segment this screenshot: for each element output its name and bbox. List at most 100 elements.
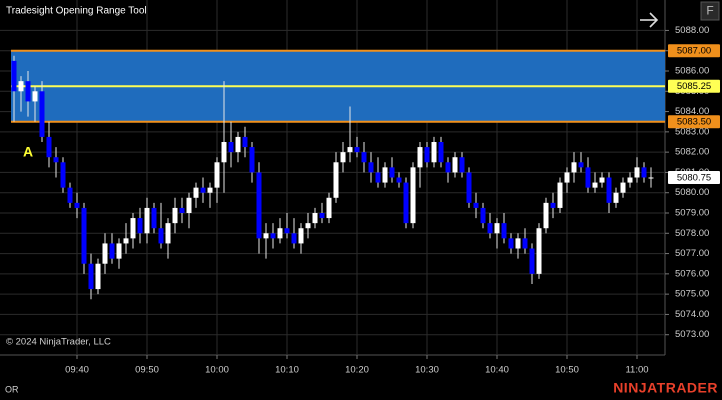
candle-body: [536, 228, 542, 274]
candle-body: [277, 228, 283, 239]
candle-body: [501, 223, 507, 239]
candle-body: [452, 157, 458, 173]
candle-body: [172, 207, 178, 224]
y-tick-label: 5075.00: [675, 289, 709, 300]
x-tick-label: 11:00: [625, 365, 648, 376]
candle-body: [459, 157, 465, 173]
candle-body: [130, 218, 136, 239]
candle-body: [354, 147, 360, 153]
candle-body: [74, 202, 80, 208]
candle-body: [109, 243, 115, 259]
y-tick-label: 5079.00: [675, 208, 709, 219]
candle-body: [123, 238, 129, 244]
candle-body: [494, 223, 500, 234]
candle-body: [67, 187, 73, 203]
last-price-flag-label: 5080.75: [677, 173, 711, 184]
annotation: A: [23, 143, 33, 159]
candle-body: [256, 172, 262, 239]
f-button[interactable]: F: [700, 1, 720, 21]
candle-body: [641, 167, 647, 178]
candle-body: [333, 162, 339, 198]
y-tick-label: 5084.00: [675, 106, 709, 117]
candle-body: [116, 243, 122, 259]
y-tick-label: 5086.00: [675, 66, 709, 77]
candle-body: [529, 248, 535, 274]
y-tick-label: 5082.00: [675, 147, 709, 158]
candle-body: [60, 162, 66, 188]
candle-body: [438, 142, 444, 163]
candle-body: [634, 167, 640, 178]
candle-body: [291, 233, 297, 244]
candle-body: [627, 177, 633, 183]
candle-body: [368, 162, 374, 173]
candle-body: [550, 202, 556, 208]
labels: 5073.00 5074.00 5075.00 5076.00 5077.00 5078.…: [23, 25, 720, 376]
candle-body: [151, 207, 157, 229]
candle-body: [228, 142, 234, 153]
candle-body: [284, 228, 290, 234]
candle-body: [480, 207, 486, 224]
candle-body: [578, 162, 584, 168]
candle-body: [179, 207, 185, 213]
candle-body: [389, 167, 395, 178]
y-tick-label: 5080.00: [675, 187, 709, 198]
candle-body: [46, 136, 52, 158]
candle-body: [613, 192, 619, 203]
x-tick-label: 10:50: [555, 365, 579, 376]
last-price-flag-box: [668, 171, 720, 184]
candle-body: [424, 147, 430, 163]
range-low-flag-box: [668, 115, 720, 129]
candle-body: [305, 223, 311, 229]
button-label: F: [706, 4, 713, 18]
x-tick-label: 09:50: [135, 365, 159, 376]
candle-body: [515, 238, 521, 249]
range-mid-flag-label: 5085.25: [677, 81, 711, 92]
x-tick-label: 09:40: [65, 365, 89, 376]
candle-body: [39, 91, 45, 137]
range-mid-flag-box: [668, 79, 720, 93]
arrow-button[interactable]: [640, 12, 659, 28]
candle-body: [249, 147, 255, 173]
candle-body: [88, 263, 94, 290]
candle-body: [620, 182, 626, 193]
x-tick-label: 10:10: [275, 365, 299, 376]
range-high-flag-box: [668, 44, 720, 58]
candle-body: [340, 152, 346, 163]
button-box: [700, 1, 720, 21]
candle-body: [564, 172, 570, 183]
candle-body: [81, 207, 87, 264]
y-tick-label: 5088.00: [675, 25, 709, 36]
x-tick-label: 10:30: [415, 365, 439, 376]
candle-body: [592, 182, 598, 188]
candle-body: [396, 177, 402, 183]
candle-body: [270, 233, 276, 239]
candle-body: [158, 228, 164, 244]
candle-body: [298, 228, 304, 244]
y-tick-label: 5078.00: [675, 228, 709, 239]
candle-body: [144, 207, 150, 234]
candle-body: [571, 162, 577, 173]
candle-body: [382, 167, 388, 183]
candle-body: [25, 81, 31, 102]
candle-body: [431, 142, 437, 163]
copyright: © 2024 NinjaTrader, LLC: [6, 337, 111, 348]
y-tick-label: 5074.00: [675, 309, 709, 320]
candle-body: [508, 238, 514, 249]
candle-body: [319, 213, 325, 219]
y-tick-label: 5083.00: [675, 126, 709, 137]
candle-body: [186, 197, 192, 213]
brand-logo: NINJATRADER: [613, 380, 718, 396]
candle-body: [606, 177, 612, 203]
candle-body: [53, 157, 59, 163]
candle-body: [648, 177, 654, 179]
x-tick-label: 10:20: [345, 365, 369, 376]
candle-body: [585, 167, 591, 188]
candle-body: [242, 136, 248, 148]
y-tick-label: 5076.00: [675, 268, 709, 279]
candles: [11, 55, 654, 300]
candle-body: [403, 182, 409, 224]
candle-body: [32, 91, 38, 102]
candle-body: [375, 172, 381, 183]
candle-body: [347, 147, 353, 153]
